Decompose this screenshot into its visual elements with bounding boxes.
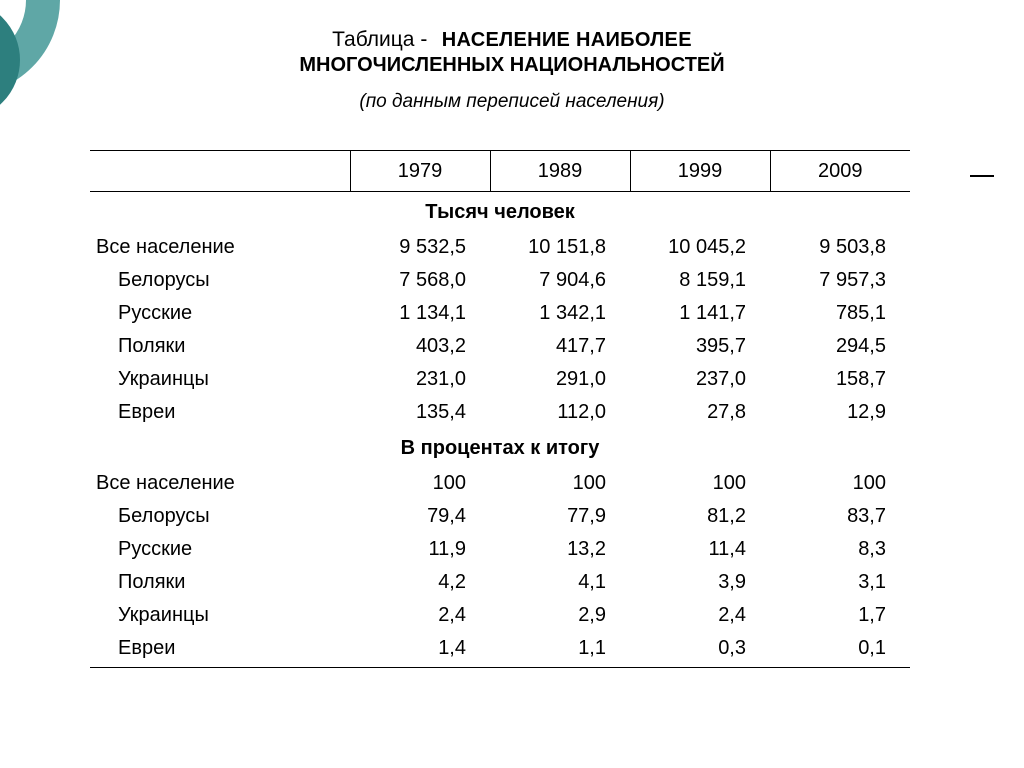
row-label-total: Все население <box>90 230 350 263</box>
cell: 79,4 <box>350 499 490 532</box>
cell: 12,9 <box>770 395 910 428</box>
table-row: Поляки 4,2 4,1 3,9 3,1 <box>90 565 910 598</box>
table-header-row: 1979 1989 1999 2009 <box>90 151 910 192</box>
header-year: 1999 <box>630 151 770 192</box>
header-stub <box>90 151 350 192</box>
header-year: 1989 <box>490 151 630 192</box>
cell: 294,5 <box>770 329 910 362</box>
cell: 81,2 <box>630 499 770 532</box>
title-subtitle: (по данным переписей населения) <box>0 91 1024 113</box>
title-block: Таблица - НАСЕЛЕНИЕ НАИБОЛЕЕ МНОГОЧИСЛЕН… <box>0 28 1024 113</box>
population-table: 1979 1989 1999 2009 Тысяч человек Все на… <box>90 150 910 668</box>
table-row: Все население 9 532,5 10 151,8 10 045,2 … <box>90 230 910 263</box>
cell: 3,9 <box>630 565 770 598</box>
cell: 2,9 <box>490 598 630 631</box>
row-label: Русские <box>90 296 350 329</box>
cell: 100 <box>350 466 490 499</box>
table-row: Все население 100 100 100 100 <box>90 466 910 499</box>
table-row: Украинцы 231,0 291,0 237,0 158,7 <box>90 362 910 395</box>
population-table-wrap: 1979 1989 1999 2009 Тысяч человек Все на… <box>90 150 910 668</box>
cell: 10 045,2 <box>630 230 770 263</box>
cell: 100 <box>630 466 770 499</box>
cell: 1,1 <box>490 631 630 668</box>
table-row: Русские 1 134,1 1 342,1 1 141,7 785,1 <box>90 296 910 329</box>
section-heading-percent: В процентах к итогу <box>90 428 910 466</box>
table-row: Русские 11,9 13,2 11,4 8,3 <box>90 532 910 565</box>
cell: 100 <box>490 466 630 499</box>
cell: 7 904,6 <box>490 263 630 296</box>
cell: 1 141,7 <box>630 296 770 329</box>
row-label-total: Все население <box>90 466 350 499</box>
cell: 231,0 <box>350 362 490 395</box>
cell: 1 342,1 <box>490 296 630 329</box>
cell: 4,1 <box>490 565 630 598</box>
row-label: Поляки <box>90 565 350 598</box>
cell: 158,7 <box>770 362 910 395</box>
table-row: Белорусы 79,4 77,9 81,2 83,7 <box>90 499 910 532</box>
cell: 291,0 <box>490 362 630 395</box>
row-label: Белорусы <box>90 499 350 532</box>
cell: 2,4 <box>630 598 770 631</box>
slide-marker <box>970 175 994 177</box>
cell: 417,7 <box>490 329 630 362</box>
row-label: Евреи <box>90 631 350 668</box>
cell: 135,4 <box>350 395 490 428</box>
cell: 3,1 <box>770 565 910 598</box>
cell: 7 957,3 <box>770 263 910 296</box>
cell: 1,4 <box>350 631 490 668</box>
cell: 10 151,8 <box>490 230 630 263</box>
cell: 83,7 <box>770 499 910 532</box>
cell: 785,1 <box>770 296 910 329</box>
table-row: Евреи 1,4 1,1 0,3 0,1 <box>90 631 910 668</box>
cell: 2,4 <box>350 598 490 631</box>
table-row: Белорусы 7 568,0 7 904,6 8 159,1 7 957,3 <box>90 263 910 296</box>
cell: 0,1 <box>770 631 910 668</box>
title-line-1: НАСЕЛЕНИЕ НАИБОЛЕЕ <box>442 29 692 51</box>
section-heading-thousands: Тысяч человек <box>90 192 910 231</box>
title-prefix: Таблица - <box>332 28 427 51</box>
row-label: Русские <box>90 532 350 565</box>
cell: 0,3 <box>630 631 770 668</box>
cell: 13,2 <box>490 532 630 565</box>
cell: 27,8 <box>630 395 770 428</box>
row-label: Евреи <box>90 395 350 428</box>
cell: 237,0 <box>630 362 770 395</box>
cell: 11,4 <box>630 532 770 565</box>
cell: 395,7 <box>630 329 770 362</box>
cell: 77,9 <box>490 499 630 532</box>
cell: 11,9 <box>350 532 490 565</box>
row-label: Украинцы <box>90 362 350 395</box>
cell: 9 532,5 <box>350 230 490 263</box>
table-row: Украинцы 2,4 2,9 2,4 1,7 <box>90 598 910 631</box>
cell: 8 159,1 <box>630 263 770 296</box>
cell: 112,0 <box>490 395 630 428</box>
title-line-2: МНОГОЧИСЛЕННЫХ НАЦИОНАЛЬНОСТЕЙ <box>0 54 1024 77</box>
header-year: 2009 <box>770 151 910 192</box>
cell: 1 134,1 <box>350 296 490 329</box>
row-label: Украинцы <box>90 598 350 631</box>
section-label: Тысяч человек <box>90 192 910 231</box>
cell: 1,7 <box>770 598 910 631</box>
header-year: 1979 <box>350 151 490 192</box>
cell: 9 503,8 <box>770 230 910 263</box>
table-row: Евреи 135,4 112,0 27,8 12,9 <box>90 395 910 428</box>
cell: 8,3 <box>770 532 910 565</box>
cell: 4,2 <box>350 565 490 598</box>
cell: 100 <box>770 466 910 499</box>
cell: 7 568,0 <box>350 263 490 296</box>
row-label: Поляки <box>90 329 350 362</box>
table-row: Поляки 403,2 417,7 395,7 294,5 <box>90 329 910 362</box>
cell: 403,2 <box>350 329 490 362</box>
row-label: Белорусы <box>90 263 350 296</box>
section-label: В процентах к итогу <box>90 428 910 466</box>
